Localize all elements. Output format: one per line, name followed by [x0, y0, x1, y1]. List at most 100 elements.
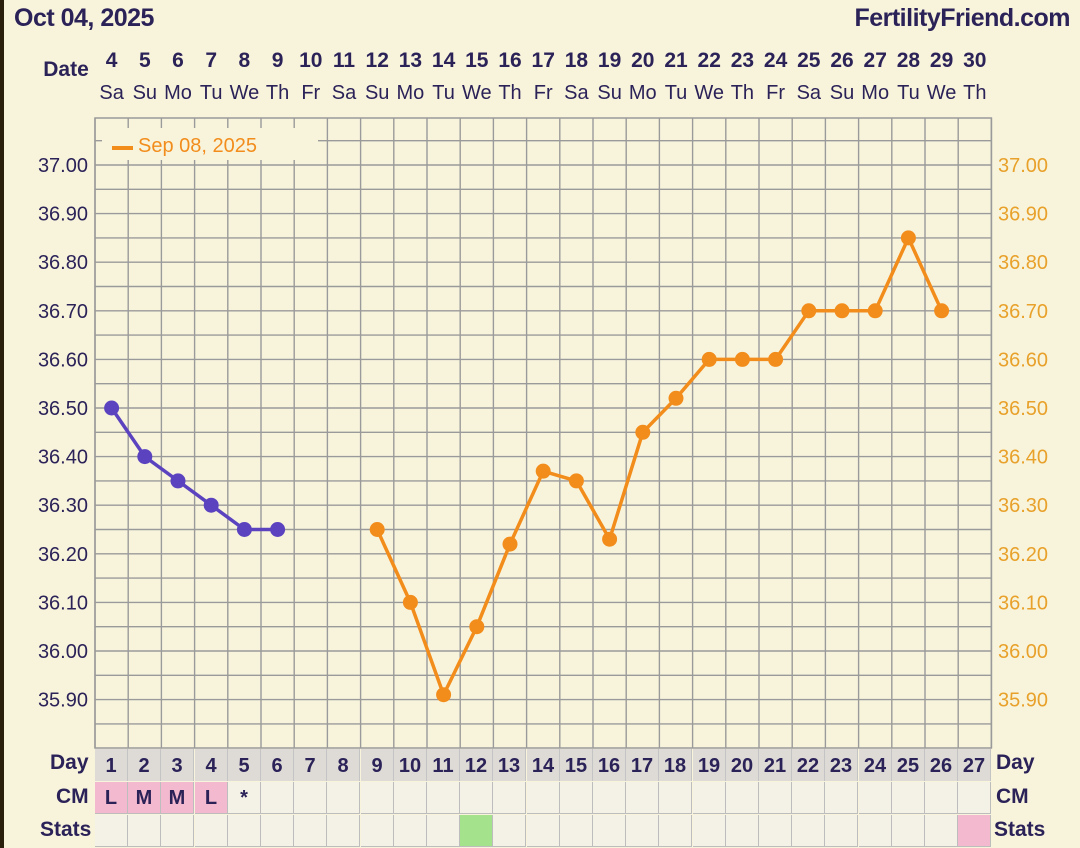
- day-cell: 1: [95, 749, 128, 781]
- data-point: [568, 473, 584, 489]
- cm-row-label-right: CM: [996, 785, 1029, 808]
- day-cell: 24: [859, 749, 892, 781]
- data-point: [701, 351, 717, 367]
- stats-cell: [95, 815, 128, 847]
- stats-cell: [659, 815, 692, 847]
- date-tick-label: 16: [498, 49, 521, 72]
- stats-cell: [195, 815, 228, 847]
- y-tick-label-left: 35.90: [38, 690, 88, 712]
- y-tick-label-left: 36.40: [38, 447, 88, 469]
- y-tick-label-left: 36.90: [38, 204, 88, 226]
- y-tick-label-right: 36.20: [998, 544, 1048, 566]
- cm-cell: M: [161, 782, 194, 814]
- cm-cell: [892, 782, 925, 814]
- data-point: [535, 463, 551, 479]
- stats-cell: [693, 815, 726, 847]
- date-tick-label: 10: [299, 49, 322, 72]
- data-point: [768, 351, 784, 367]
- day-cell: 13: [493, 749, 526, 781]
- stats-cell: [261, 815, 294, 847]
- data-point: [137, 449, 153, 465]
- cm-cell: [792, 782, 825, 814]
- date-tick-label: 15: [465, 49, 489, 72]
- weekday-tick-label: Fr: [766, 82, 785, 104]
- day-cell: 9: [361, 749, 394, 781]
- stats-cell: [792, 815, 825, 847]
- data-point: [270, 522, 286, 537]
- day-cell: 15: [560, 749, 593, 781]
- y-tick-label-right: 36.80: [998, 252, 1048, 274]
- day-row-label-right: Day: [996, 751, 1035, 774]
- y-tick-label-right: 36.70: [998, 301, 1048, 323]
- y-tick-label-right: 36.10: [998, 592, 1048, 614]
- stats-cell: [892, 815, 925, 847]
- cm-cell: [394, 782, 427, 814]
- y-tick-label-left: 36.00: [38, 641, 88, 663]
- stats-cell: [161, 815, 194, 847]
- stats-cell: [228, 815, 261, 847]
- day-cell: 4: [195, 749, 228, 781]
- weekday-tick-label: Sa: [797, 82, 822, 104]
- plot-area: [94, 117, 993, 749]
- weekday-tick-label: We: [462, 82, 492, 104]
- day-cell: 8: [327, 749, 360, 781]
- stats-cell: [626, 815, 659, 847]
- day-cell: 19: [693, 749, 726, 781]
- date-tick-label: 11: [333, 49, 356, 72]
- day-cell: 21: [759, 749, 792, 781]
- day-cell: 20: [726, 749, 759, 781]
- cm-cell: [958, 782, 991, 814]
- stats-cell: [394, 815, 427, 847]
- cm-cell: [427, 782, 460, 814]
- weekday-tick-label: Sa: [332, 82, 357, 104]
- day-cell: 23: [825, 749, 858, 781]
- weekday-tick-label: Tu: [665, 82, 688, 104]
- cm-cell: [759, 782, 792, 814]
- data-point: [934, 303, 950, 319]
- site-name[interactable]: FertilityFriend.com: [854, 4, 1070, 32]
- y-tick-label-left: 36.30: [38, 495, 88, 517]
- cm-cell: [261, 782, 294, 814]
- data-point: [801, 303, 817, 319]
- weekday-tick-label: Th: [498, 82, 521, 104]
- date-tick-label: 8: [239, 49, 251, 72]
- stats-cell: [759, 815, 792, 847]
- cm-cell: [626, 782, 659, 814]
- cm-cell: [825, 782, 858, 814]
- date-tick-label: 26: [830, 49, 853, 72]
- date-tick-label: 12: [366, 49, 389, 72]
- day-cell: 12: [460, 749, 493, 781]
- weekday-tick-label: We: [230, 82, 260, 104]
- date-tick-label: 4: [106, 49, 118, 72]
- day-cell: 27: [958, 749, 991, 781]
- chart-date: Oct 04, 2025: [14, 4, 154, 32]
- data-point: [834, 303, 850, 319]
- stats-cell: [128, 815, 161, 847]
- day-row-label: Day: [50, 751, 89, 774]
- cm-cell: L: [195, 782, 228, 814]
- day-cell: 7: [294, 749, 327, 781]
- day-cell: 14: [527, 749, 560, 781]
- day-cell: 18: [659, 749, 692, 781]
- window-edge: [0, 0, 4, 848]
- stats-cell: [294, 815, 327, 847]
- y-tick-label-right: 36.00: [998, 641, 1048, 663]
- stats-cell: [361, 815, 394, 847]
- weekday-tick-label: Mo: [397, 82, 425, 104]
- weekday-tick-label: Su: [133, 82, 157, 104]
- y-tick-label-right: 36.40: [998, 447, 1048, 469]
- date-tick-label: 21: [664, 49, 688, 72]
- stats-cell: [527, 815, 560, 847]
- day-cell: 11: [427, 749, 460, 781]
- y-tick-label-left: 36.50: [38, 398, 88, 420]
- data-point: [635, 424, 651, 440]
- weekday-tick-label: Su: [597, 82, 621, 104]
- weekday-tick-label: Su: [365, 82, 389, 104]
- day-cell: 17: [626, 749, 659, 781]
- cm-cell: [361, 782, 394, 814]
- weekday-tick-label: Tu: [897, 82, 920, 104]
- cm-cell: [460, 782, 493, 814]
- date-tick-label: 5: [139, 49, 151, 72]
- cm-cell: [294, 782, 327, 814]
- day-cell: 6: [261, 749, 294, 781]
